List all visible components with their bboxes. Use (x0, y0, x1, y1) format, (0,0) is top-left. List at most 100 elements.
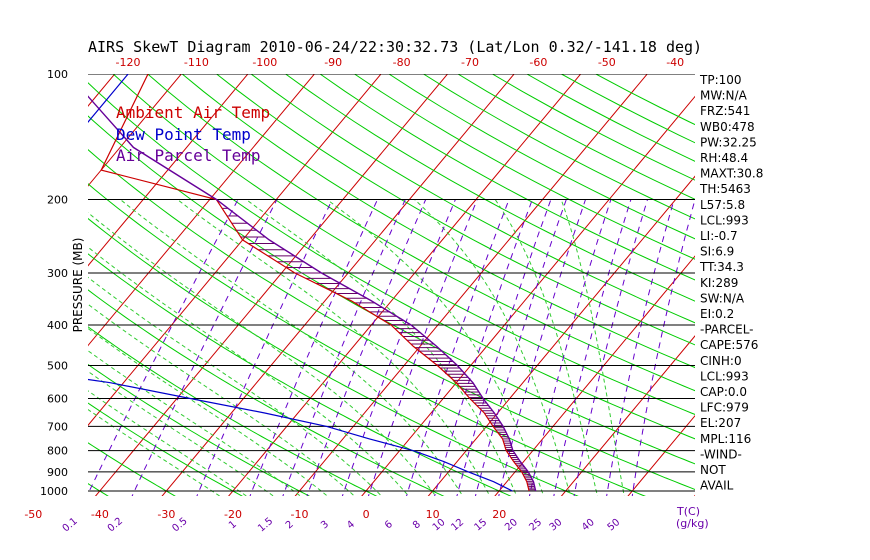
mixing-ratio-label: 3 (319, 519, 331, 532)
mixing-ratio-line (573, 199, 648, 496)
top-temperature-ticks: -120 -110 -100 -90 -80 -70 -60 -50 -40 (116, 56, 685, 69)
sounding-profiles (88, 74, 537, 492)
stat-item: MW:N/A (700, 89, 748, 103)
mixing-ratio-label: 40 (580, 517, 597, 534)
pressure-tick-label: 100 (47, 68, 68, 81)
mixing-ratio-line (131, 199, 278, 496)
stat-item: RH:48.4 (700, 151, 748, 165)
mixing-ratio-label: 30 (548, 517, 565, 534)
moist-adiabat-line (119, 199, 464, 496)
pressure-tick-label: 400 (47, 319, 68, 332)
legend: Ambient Air Temp Dew Point Temp Air Parc… (116, 103, 270, 165)
stat-item: -PARCEL- (700, 323, 754, 337)
stat-item: CAP:0.0 (700, 385, 747, 399)
pressure-tick-label: 500 (47, 359, 68, 372)
stat-item: LCL:993 (700, 213, 749, 227)
bottom-tick-label: -20 (224, 508, 242, 521)
mixing-ratio-line (88, 199, 239, 495)
dry-adiabat-line (88, 217, 579, 496)
mixing-ratio-line (341, 199, 456, 496)
stat-item: TT:34.3 (699, 260, 744, 274)
isotherm-line (88, 74, 316, 347)
mixing-ratio-label: 4 (345, 519, 357, 532)
stat-item: LFC:979 (700, 401, 749, 415)
moist-adiabat-lines (88, 199, 625, 496)
top-tick-label: -40 (666, 56, 684, 69)
moist-adiabat-line (560, 199, 625, 496)
stat-item: LCL:993 (700, 369, 749, 383)
stat-item: NOT (700, 463, 726, 477)
mixing-ratio-labels: 0.1 0.2 0.5 1 1.5 2 3 4 6 8 10 12 15 20 25 30 40 50 (61, 516, 623, 535)
bottom-tick-label: -30 (157, 508, 175, 521)
legend-parcel: Air Parcel Temp (116, 146, 261, 165)
dry-adiabat-line (88, 289, 445, 496)
stat-item: FRZ:541 (700, 104, 750, 118)
isotherm-line (88, 74, 249, 267)
pressure-tick-label: 300 (47, 267, 68, 280)
isotherm-line (427, 175, 695, 496)
mixing-ratio-line (606, 199, 675, 496)
moist-adiabat-line (88, 408, 221, 496)
mixing-ratio-line (282, 199, 406, 496)
legend-dewpoint: Dew Point Temp (116, 125, 251, 144)
mixing-ratio-line (434, 199, 533, 496)
moist-adiabat-line (326, 199, 545, 496)
moist-adiabat-line (88, 350, 302, 496)
dry-adiabat-line (491, 74, 695, 181)
mixing-ratio-label: 6 (383, 519, 395, 532)
moist-adiabat-line (88, 327, 329, 496)
mixing-ratio-label: 1.5 (256, 516, 275, 535)
dry-adiabat-line (88, 402, 244, 496)
pressure-tick-label: 600 (47, 392, 68, 405)
stat-item: EL:207 (700, 416, 741, 430)
mixing-ratio-line (249, 199, 378, 496)
stat-item: KI:289 (700, 276, 738, 290)
stat-item: SW:N/A (700, 291, 745, 305)
stat-item: LI:-0.7 (700, 229, 738, 243)
stat-item: L57:5.8 (700, 198, 745, 212)
moist-adiabat-line (245, 199, 518, 496)
moist-adiabat-line (494, 199, 598, 496)
dry-adiabat-line (250, 74, 695, 324)
dry-adiabat-line (457, 74, 695, 200)
mixing-ratio-label: 2 (284, 519, 296, 532)
stat-item: CINH:0 (700, 354, 742, 368)
dry-adiabat-line (215, 74, 695, 346)
legend-ambient: Ambient Air Temp (116, 103, 270, 122)
cape-hatching (222, 207, 536, 491)
top-tick-label: -90 (324, 56, 342, 69)
pressure-tick-label: 200 (47, 194, 68, 207)
bottom-tick-label: -50 (24, 508, 42, 521)
top-tick-label: -60 (529, 56, 547, 69)
bottom-tick-label: -40 (91, 508, 109, 521)
top-tick-label: -50 (598, 56, 616, 69)
top-tick-label: -110 (184, 56, 209, 69)
mixing-ratio-line (367, 199, 478, 496)
stat-item: AVAIL (700, 479, 734, 493)
mixing-ratio-line (306, 199, 427, 496)
dry-adiabat-line (88, 442, 176, 496)
dry-adiabat-line (88, 253, 512, 496)
parcel-series-line (88, 95, 537, 492)
mixing-ratio-label: 12 (449, 517, 466, 534)
moist-adiabat-line (88, 390, 248, 496)
isobar-lines (88, 74, 695, 492)
moist-adiabat-line (88, 370, 275, 496)
isotherm-line (758, 55, 870, 500)
isotherm-line (94, 74, 449, 496)
moist-adiabat-line (414, 199, 572, 496)
stat-item: -WIND- (700, 447, 742, 461)
isotherm-line (88, 74, 382, 427)
stat-item: TP:100 (699, 73, 742, 87)
moist-adiabat-line (88, 211, 437, 496)
stat-item: WB0:478 (700, 120, 755, 134)
mixing-ratio-line (456, 199, 552, 496)
moist-adiabat-line (88, 276, 383, 496)
isotherm-line (228, 74, 582, 496)
mixing-ratio-line (498, 199, 586, 496)
stat-item: TH:5463 (699, 182, 751, 196)
dry-adiabat-line (353, 74, 695, 260)
isotherm-line (627, 414, 695, 496)
